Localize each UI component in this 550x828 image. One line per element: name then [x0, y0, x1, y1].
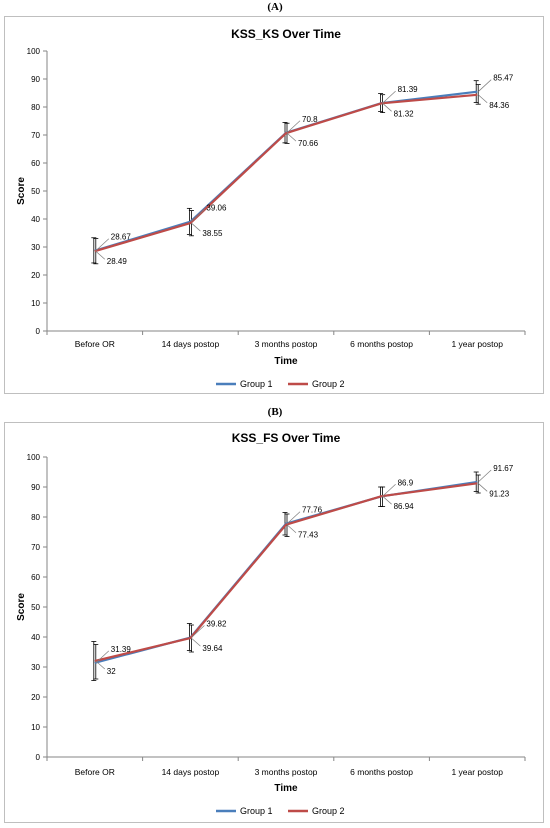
- x-tick-label: Before OR: [75, 339, 115, 349]
- series-line-1: [94, 480, 478, 664]
- x-axis-label: Time: [274, 783, 298, 794]
- panel-label-b: (B): [267, 406, 283, 418]
- kss-fs-line-chart: KSS_FS Over Time 0 10 20 30 40 50 60 70 80 90 100 Be…: [16, 431, 526, 816]
- y-tick-label: 60: [31, 159, 40, 168]
- data-label: 86.94: [394, 502, 415, 511]
- y-tick-label: 10: [31, 723, 40, 732]
- chart-title: KSS_FS Over Time: [232, 431, 341, 445]
- data-label-leader: [477, 483, 488, 492]
- kss-ks-line-chart: KSS_KS Over Time 0 10 20 30 40 50 60 70 80 90 100 Be…: [16, 27, 526, 389]
- data-label-leader: [382, 103, 392, 112]
- data-label-leader: [191, 625, 205, 638]
- data-label: 77.76: [302, 506, 323, 515]
- data-label: 91.67: [493, 464, 514, 473]
- y-tick-label: 10: [31, 299, 40, 308]
- x-tick-label: 3 months postop: [255, 767, 318, 777]
- y-tick-label: 70: [31, 131, 40, 140]
- data-label-leader: [95, 660, 106, 670]
- series-line-1: [94, 90, 478, 252]
- x-tick-label: 14 days postop: [162, 767, 220, 777]
- legend-label-1: Group 1: [240, 806, 273, 816]
- x-tick-label: Before OR: [75, 767, 115, 777]
- data-label-leader: [382, 484, 396, 497]
- y-tick-label: 50: [31, 187, 40, 196]
- data-label: 32: [107, 667, 116, 676]
- legend-label-2: Group 2: [312, 379, 345, 389]
- y-tick-label: 80: [31, 513, 40, 522]
- y-tick-label: 30: [31, 243, 40, 252]
- data-label: 28.67: [111, 233, 132, 242]
- x-tick-label: 1 year postop: [451, 767, 503, 777]
- data-label: 84.36: [489, 101, 510, 110]
- y-tick-label: 80: [31, 103, 40, 112]
- data-label: 39.06: [206, 204, 227, 213]
- series-line-2: [94, 93, 478, 253]
- data-label-leader: [191, 637, 201, 647]
- data-label: 31.39: [111, 645, 132, 654]
- y-axis-label: Score: [16, 177, 27, 205]
- data-label-leader: [382, 495, 392, 505]
- data-label-leader: [477, 94, 488, 104]
- x-tick-label: 6 months postop: [350, 339, 413, 349]
- x-tick-label: 3 months postop: [255, 339, 318, 349]
- data-label-leader: [95, 238, 110, 251]
- data-label-leader: [382, 90, 396, 104]
- data-label: 85.47: [493, 74, 514, 83]
- y-tick-label: 40: [31, 633, 40, 642]
- data-label-leader: [191, 209, 205, 222]
- y-tick-label: 20: [31, 693, 40, 702]
- data-label: 70.8: [302, 115, 318, 124]
- chart-panel-kss-ks: KSS_KS Over Time 0 10 20 30 40 50 60 70 80 90 100 Be…: [4, 16, 544, 394]
- y-tick-label: 40: [31, 215, 40, 224]
- y-tick-label: 0: [36, 753, 41, 762]
- chart-panel-kss-fs: KSS_FS Over Time 0 10 20 30 40 50 60 70 80 90 100 Be…: [4, 422, 544, 823]
- data-label: 91.23: [489, 489, 510, 498]
- y-tick-label: 70: [31, 543, 40, 552]
- panel-label-a: (A): [267, 1, 283, 13]
- data-label-leader: [95, 650, 110, 664]
- y-tick-label: 100: [27, 453, 41, 462]
- data-label: 81.39: [398, 85, 419, 94]
- data-label-leader: [286, 120, 301, 134]
- y-tick-label: 50: [31, 603, 40, 612]
- legend-label-2: Group 2: [312, 806, 345, 816]
- data-label: 81.32: [394, 109, 415, 118]
- y-tick-label: 60: [31, 573, 40, 582]
- series-line-2: [94, 482, 478, 663]
- data-label-leader: [286, 511, 301, 524]
- y-tick-label: 0: [36, 327, 41, 336]
- data-label-leader: [477, 469, 492, 483]
- data-label: 70.66: [298, 139, 319, 148]
- legend-label-1: Group 1: [240, 379, 273, 389]
- y-axis-label: Score: [16, 593, 27, 621]
- data-label-leader: [477, 79, 492, 92]
- data-label-leader: [286, 524, 297, 533]
- x-tick-label: 6 months postop: [350, 767, 413, 777]
- y-tick-label: 90: [31, 75, 40, 84]
- x-axis-label: Time: [274, 356, 298, 367]
- data-label-leader: [286, 132, 297, 142]
- data-label: 86.9: [398, 478, 414, 487]
- data-label: 39.82: [206, 620, 227, 629]
- y-tick-label: 30: [31, 663, 40, 672]
- y-tick-label: 20: [31, 271, 40, 280]
- data-label-leader: [95, 250, 106, 260]
- data-label-leader: [191, 222, 201, 232]
- chart-title: KSS_KS Over Time: [231, 27, 341, 41]
- data-label: 28.49: [107, 257, 128, 266]
- x-tick-label: 14 days postop: [162, 339, 220, 349]
- data-label: 77.43: [298, 531, 319, 540]
- y-tick-label: 100: [27, 47, 41, 56]
- data-label: 39.64: [202, 644, 223, 653]
- y-tick-label: 90: [31, 483, 40, 492]
- data-label: 38.55: [202, 229, 223, 238]
- x-tick-label: 1 year postop: [451, 339, 503, 349]
